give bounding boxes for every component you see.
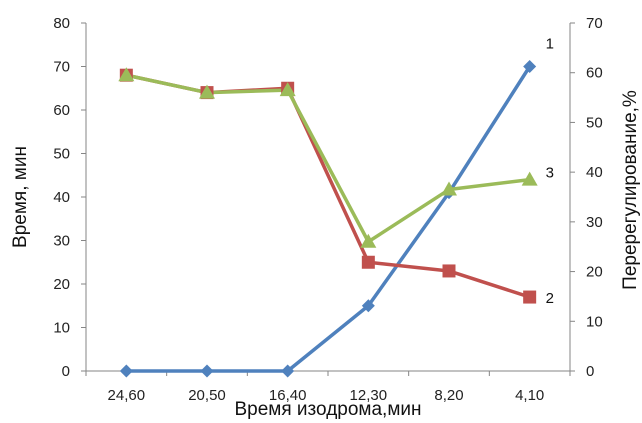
y-tick-label: 0 <box>62 363 70 380</box>
series-3-point <box>360 233 377 248</box>
series-3-label: 3 <box>546 165 554 182</box>
series-2-point <box>523 290 537 304</box>
x-tick-label: 20,50 <box>188 387 226 404</box>
y2-tick-label: 30 <box>586 214 603 231</box>
y-tick-label: 50 <box>53 146 70 163</box>
series-2-label: 2 <box>546 290 554 307</box>
series-2-point <box>442 264 456 278</box>
y-tick-label: 20 <box>53 276 70 293</box>
series-markers <box>118 60 538 378</box>
y2-tick-label: 50 <box>586 114 603 131</box>
series-3-point <box>199 84 215 99</box>
series-3-point <box>118 67 135 82</box>
x-axis-title: Время изодрома,мин <box>235 399 422 420</box>
series-3-line <box>125 73 530 244</box>
y2-tick-label: 20 <box>586 264 603 281</box>
x-tick-label: 16,40 <box>269 387 307 404</box>
y2-tick-label: 0 <box>586 363 594 380</box>
y-tick-label: 80 <box>53 15 70 32</box>
series-3-point <box>279 82 296 97</box>
series-1-line <box>126 65 532 373</box>
series-1-point <box>119 364 133 378</box>
tick-labels: 0 10 20 30 40 50 60 70 80 0 10 20 30 40 50 60 70 24,60 20,… <box>53 15 602 404</box>
y-tick-label: 70 <box>53 59 70 76</box>
y2-tick-label: 10 <box>586 313 603 330</box>
x-tick-label: 24,60 <box>108 387 146 404</box>
y2-tick-label: 70 <box>586 15 603 32</box>
series-1-point <box>523 60 537 73</box>
y-tick-label: 60 <box>53 102 70 119</box>
series-1-point <box>200 364 214 378</box>
series-1-point <box>281 364 295 378</box>
axes <box>85 23 571 372</box>
series-1-label: 1 <box>546 36 554 53</box>
tick-marks <box>81 22 575 376</box>
y-tick-label: 30 <box>53 233 70 250</box>
y2-tick-label: 40 <box>586 164 603 181</box>
x-tick-label: 12,30 <box>350 387 388 404</box>
x-tick-label: 8,20 <box>434 387 463 404</box>
y2-tick-label: 60 <box>586 65 603 82</box>
series-1-point <box>361 299 375 313</box>
x-tick-label: 4,10 <box>515 387 544 404</box>
y2-axis-title: Перерегулирование,% <box>620 90 641 290</box>
y-tick-label: 40 <box>53 189 70 206</box>
y-tick-label: 10 <box>53 320 70 337</box>
series-3-point <box>521 171 538 186</box>
y-axis-title: Время, мин <box>10 146 31 248</box>
series-3-point <box>441 181 457 196</box>
series-2-point <box>361 255 375 269</box>
series-lines <box>125 65 532 373</box>
